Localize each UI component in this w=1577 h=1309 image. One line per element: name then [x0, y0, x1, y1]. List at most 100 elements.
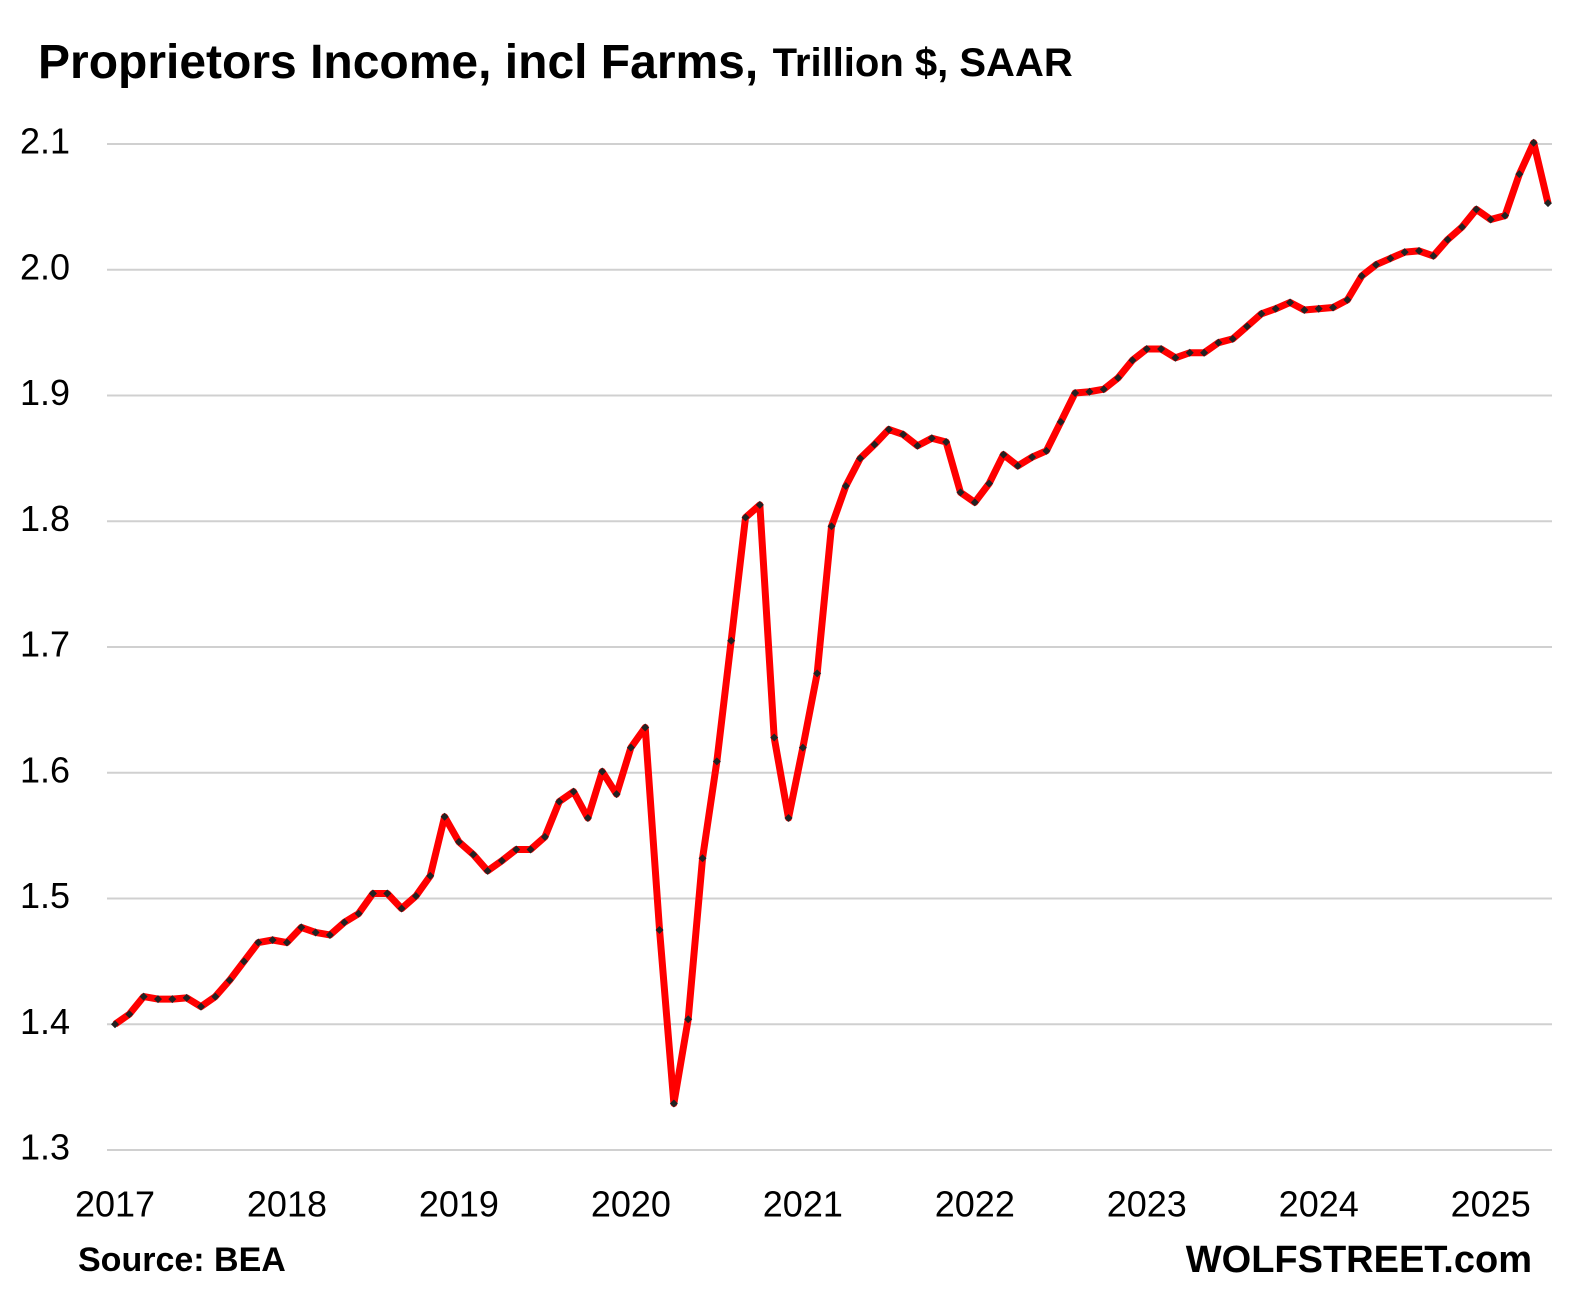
marker [411, 891, 420, 900]
marker [1243, 322, 1252, 331]
marker [1114, 373, 1123, 382]
x-tick-label: 2025 [1451, 1184, 1531, 1225]
marker [1544, 199, 1552, 208]
marker [884, 425, 893, 434]
marker [196, 1002, 205, 1011]
y-tick-label: 1.8 [20, 498, 70, 539]
marker [956, 488, 965, 497]
source: Source: BEA [78, 1241, 286, 1279]
marker [598, 767, 607, 776]
marker [454, 837, 463, 846]
marker [1257, 309, 1266, 318]
marker [698, 854, 707, 863]
marker [153, 995, 162, 1004]
marker [913, 441, 922, 450]
x-tick-label: 2021 [763, 1184, 843, 1225]
y-tick-label: 1.5 [20, 875, 70, 916]
marker [1458, 222, 1467, 231]
marker [784, 814, 793, 823]
marker [1329, 303, 1338, 312]
marker [626, 743, 635, 752]
y-tick-label: 2.1 [20, 121, 70, 162]
marker [1085, 387, 1094, 396]
marker [1386, 254, 1395, 263]
marker [1300, 305, 1309, 314]
marker [526, 845, 535, 854]
marker [555, 797, 564, 806]
marker [798, 743, 807, 752]
x-tick-label: 2023 [1107, 1184, 1187, 1225]
x-tick-label: 2019 [419, 1184, 499, 1225]
marker [239, 957, 248, 966]
marker [1515, 170, 1524, 179]
marker [899, 430, 908, 439]
marker [1171, 353, 1180, 362]
marker [497, 856, 506, 865]
marker [1314, 304, 1323, 313]
x-tick-label: 2018 [247, 1184, 327, 1225]
y-tick-label: 1.6 [20, 749, 70, 790]
marker [569, 787, 578, 796]
chart-subtitle: Trillion $, SAAR [773, 41, 1073, 85]
marker [1185, 348, 1194, 357]
marker [770, 733, 779, 742]
marker [1443, 235, 1452, 244]
line [112, 139, 1552, 1107]
marker [282, 938, 291, 947]
marker [684, 1015, 693, 1024]
x-tick-label: 2017 [75, 1184, 155, 1225]
marker [1056, 417, 1065, 426]
marker [856, 454, 865, 463]
marker [368, 889, 377, 898]
marker [755, 500, 764, 509]
marker [254, 938, 263, 947]
marker [1042, 446, 1051, 455]
y-tick-label: 1.9 [20, 372, 70, 413]
marker [999, 450, 1008, 459]
marker [813, 669, 822, 678]
y-tick-label: 1.7 [20, 624, 70, 665]
marker [1099, 385, 1108, 394]
marker [440, 812, 449, 821]
marker [211, 992, 220, 1001]
marker [970, 498, 979, 507]
marker [397, 904, 406, 913]
marker [111, 1020, 119, 1029]
marker [168, 995, 177, 1004]
marker [426, 871, 435, 880]
marker [1200, 348, 1209, 357]
marker [1429, 251, 1438, 260]
marker [1415, 246, 1424, 255]
marker [325, 930, 334, 939]
x-tick-label: 2020 [591, 1184, 671, 1225]
marker [870, 440, 879, 449]
marker [297, 923, 306, 932]
x-tick-label: 2022 [935, 1184, 1015, 1225]
marker [727, 636, 736, 645]
marker [1142, 344, 1151, 353]
marker [827, 522, 836, 531]
marker [182, 993, 191, 1002]
x-tick-label: 2024 [1279, 1184, 1359, 1225]
marker [942, 438, 951, 447]
marker [1472, 205, 1481, 214]
marker [1343, 295, 1352, 304]
marker [1071, 388, 1080, 397]
chart-title: Proprietors Income, incl Farms, [38, 36, 758, 89]
marker [669, 1099, 678, 1108]
watermark: WOLFSTREET.com [1186, 1239, 1532, 1281]
marker [354, 909, 363, 918]
marker [1228, 334, 1237, 343]
marker [225, 976, 234, 985]
marker [1529, 138, 1538, 147]
marker [612, 790, 621, 799]
marker [741, 513, 750, 522]
marker [641, 723, 650, 732]
marker [1357, 272, 1366, 281]
marker [125, 1010, 134, 1019]
y-tick-label: 1.4 [20, 1001, 70, 1042]
marker [340, 918, 349, 927]
marker [1157, 344, 1166, 353]
marker [655, 925, 664, 934]
